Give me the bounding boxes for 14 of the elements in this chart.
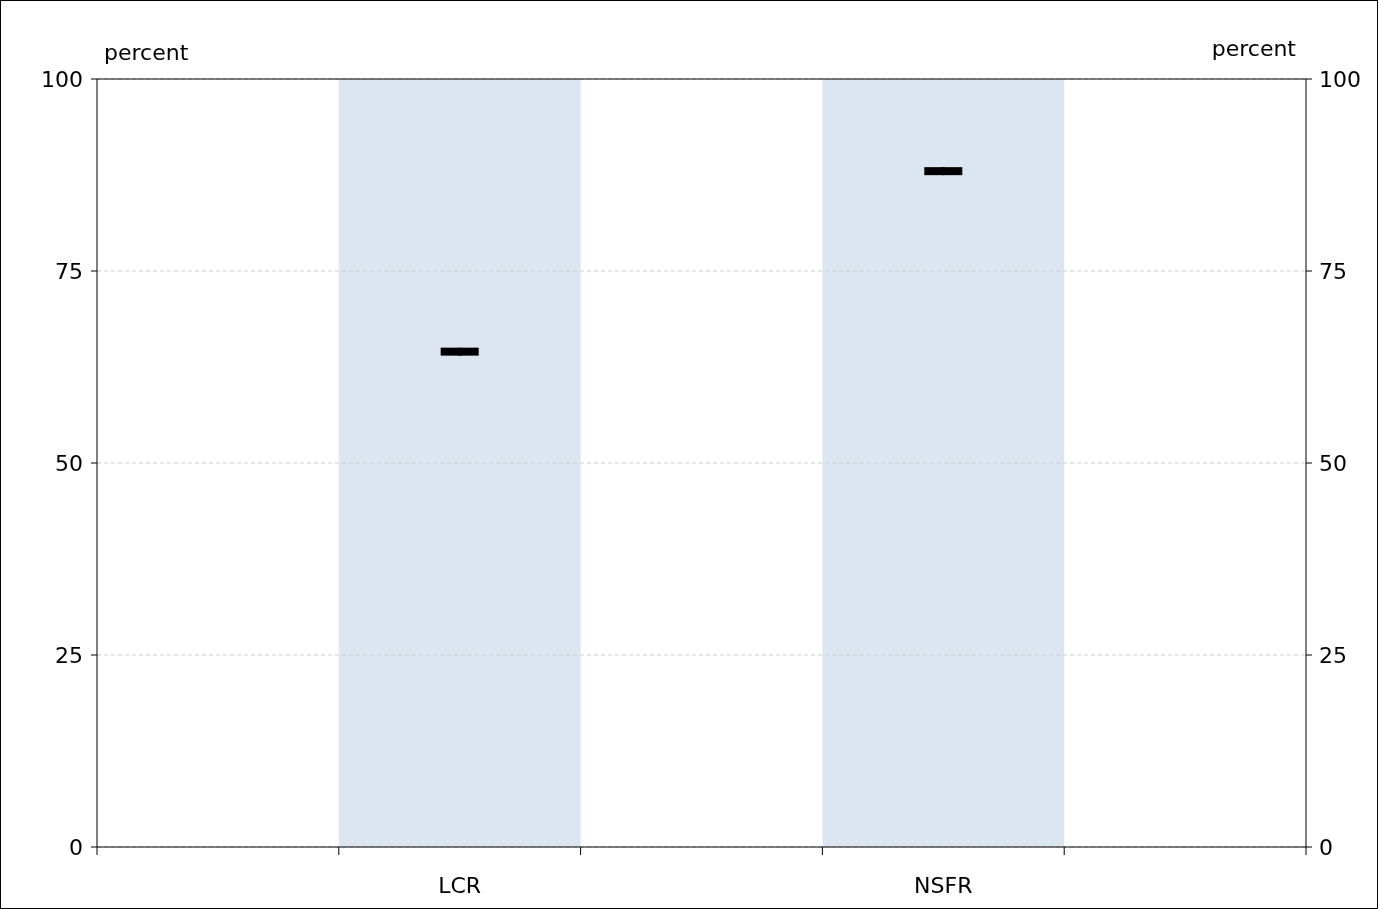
y2-tick-label: 50: [1319, 450, 1347, 476]
y-tick-label: 75: [55, 258, 83, 284]
y2-tick-label: 25: [1319, 642, 1347, 668]
y-tick-label: 25: [55, 642, 83, 668]
y-axis-title: percent: [104, 40, 189, 65]
x-tick-label: NSFR: [914, 873, 973, 898]
y2-tick-label: 100: [1319, 66, 1361, 92]
y2-axis-title: percent: [1211, 36, 1297, 61]
y2-tick-label: 0: [1319, 834, 1333, 860]
y2-tick-label: 75: [1319, 258, 1347, 284]
y-tick-label: 50: [55, 450, 83, 476]
y-tick-label: 100: [41, 66, 83, 92]
y-tick-label: 0: [69, 834, 83, 860]
x-tick-label: LCR: [438, 873, 482, 898]
